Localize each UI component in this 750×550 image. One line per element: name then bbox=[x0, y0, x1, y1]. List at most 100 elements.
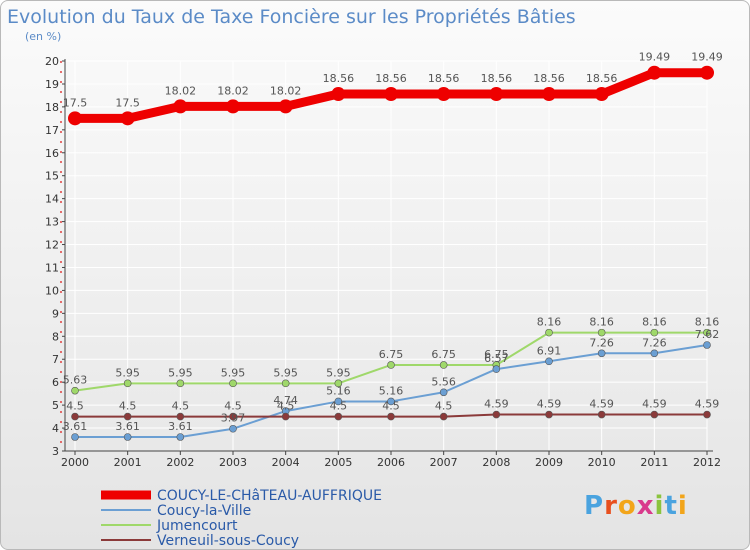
x-tick-label: 2005 bbox=[324, 456, 352, 469]
data-label: 19.49 bbox=[639, 51, 671, 64]
data-label: 4.59 bbox=[537, 398, 562, 411]
y-tick-label: 4 bbox=[52, 422, 59, 435]
data-point bbox=[123, 412, 132, 421]
data-point bbox=[123, 379, 132, 388]
data-label: 18.56 bbox=[533, 72, 565, 85]
data-point bbox=[545, 328, 553, 337]
data-point bbox=[542, 87, 556, 102]
chart-title: Evolution du Taux de Taxe Foncière sur l… bbox=[7, 6, 576, 28]
data-point bbox=[703, 410, 711, 419]
data-point bbox=[281, 379, 290, 388]
data-point bbox=[229, 412, 237, 421]
data-point bbox=[387, 412, 395, 421]
data-point bbox=[229, 424, 237, 433]
legend-label: Verneuil-sous-Coucy bbox=[157, 533, 299, 549]
data-point bbox=[597, 349, 606, 358]
data-label: 18.56 bbox=[586, 72, 618, 85]
y-tick-label: 9 bbox=[52, 307, 59, 320]
data-point bbox=[439, 412, 448, 421]
data-point bbox=[384, 87, 398, 102]
legend-label: Coucy-la-Ville bbox=[157, 503, 251, 519]
data-label: 4.59 bbox=[642, 398, 667, 411]
data-point bbox=[597, 328, 606, 337]
data-label: 18.56 bbox=[481, 72, 513, 85]
data-point bbox=[120, 111, 135, 126]
data-label: 4.59 bbox=[589, 398, 614, 411]
data-label: 8.16 bbox=[589, 316, 614, 329]
data-point bbox=[650, 349, 659, 358]
y-tick-label: 18 bbox=[45, 101, 59, 114]
data-label: 3.61 bbox=[115, 420, 140, 433]
data-point bbox=[226, 99, 240, 114]
data-point bbox=[650, 410, 659, 419]
x-tick-label: 2009 bbox=[535, 456, 563, 469]
data-label: 8.16 bbox=[537, 316, 562, 329]
data-label: 5.95 bbox=[221, 366, 246, 379]
data-label: 6.75 bbox=[379, 348, 404, 361]
y-tick-label: 19 bbox=[45, 78, 59, 91]
data-point bbox=[71, 412, 79, 421]
x-tick-label: 2002 bbox=[166, 456, 194, 469]
data-label: 6.75 bbox=[484, 348, 509, 361]
data-label: 5.16 bbox=[379, 384, 404, 397]
data-label: 6.91 bbox=[537, 344, 562, 357]
data-label: 17.5 bbox=[63, 96, 88, 109]
data-label: 3.97 bbox=[221, 412, 246, 425]
data-label: 3.61 bbox=[168, 420, 193, 433]
data-label: 5.95 bbox=[273, 366, 298, 379]
x-tick-label: 2001 bbox=[114, 456, 142, 469]
data-label: 17.5 bbox=[115, 96, 140, 109]
data-point bbox=[597, 410, 606, 419]
data-point bbox=[545, 410, 553, 419]
data-point bbox=[173, 99, 188, 114]
y-tick-label: 20 bbox=[45, 55, 59, 68]
x-tick-label: 2000 bbox=[61, 456, 89, 469]
y-tick-label: 11 bbox=[45, 261, 59, 274]
data-label: 7.26 bbox=[642, 336, 667, 349]
data-point bbox=[492, 410, 501, 419]
data-point bbox=[334, 412, 343, 421]
legend-label: Jumencourt bbox=[156, 518, 238, 534]
data-point bbox=[700, 65, 714, 80]
x-tick-label: 2011 bbox=[640, 456, 668, 469]
data-label: 5.95 bbox=[168, 366, 193, 379]
data-point bbox=[176, 433, 185, 441]
data-label: 8.16 bbox=[695, 316, 720, 329]
data-label: 5.56 bbox=[431, 375, 456, 388]
data-point bbox=[71, 386, 79, 395]
data-label: 18.56 bbox=[323, 72, 355, 85]
brand-logo: Proxiti bbox=[584, 491, 688, 521]
data-point bbox=[387, 397, 395, 406]
brand-letter: i bbox=[654, 491, 665, 521]
x-tick-label: 2008 bbox=[482, 456, 510, 469]
data-point bbox=[71, 433, 79, 441]
data-label: 18.56 bbox=[375, 72, 407, 85]
data-label: 5.95 bbox=[115, 366, 140, 379]
y-tick-label: 15 bbox=[45, 170, 59, 183]
data-point bbox=[387, 361, 395, 369]
y-axis-unit-label: (en %) bbox=[25, 30, 62, 43]
data-label: 4.74 bbox=[273, 394, 298, 407]
data-label: 18.02 bbox=[165, 84, 197, 97]
data-point bbox=[331, 87, 346, 102]
brand-letter: r bbox=[604, 491, 618, 521]
x-tick-label: 2006 bbox=[377, 456, 405, 469]
data-label: 4.59 bbox=[695, 398, 720, 411]
legend-label: COUCY-LE-CHâTEAU-AUFFRIQUE bbox=[157, 488, 382, 504]
data-label: 4.59 bbox=[484, 398, 509, 411]
data-point bbox=[229, 379, 237, 388]
data-label: 4.5 bbox=[277, 400, 295, 413]
y-tick-label: 17 bbox=[45, 124, 59, 137]
brand-letter: t bbox=[664, 491, 678, 521]
data-label: 4.5 bbox=[224, 400, 242, 413]
data-point bbox=[489, 87, 504, 102]
data-point bbox=[594, 87, 609, 102]
data-point bbox=[123, 433, 132, 441]
data-label: 4.5 bbox=[172, 400, 190, 413]
data-label: 4.5 bbox=[382, 400, 400, 413]
data-label: 19.49 bbox=[691, 51, 723, 64]
data-point bbox=[334, 379, 343, 388]
data-point bbox=[176, 412, 185, 421]
